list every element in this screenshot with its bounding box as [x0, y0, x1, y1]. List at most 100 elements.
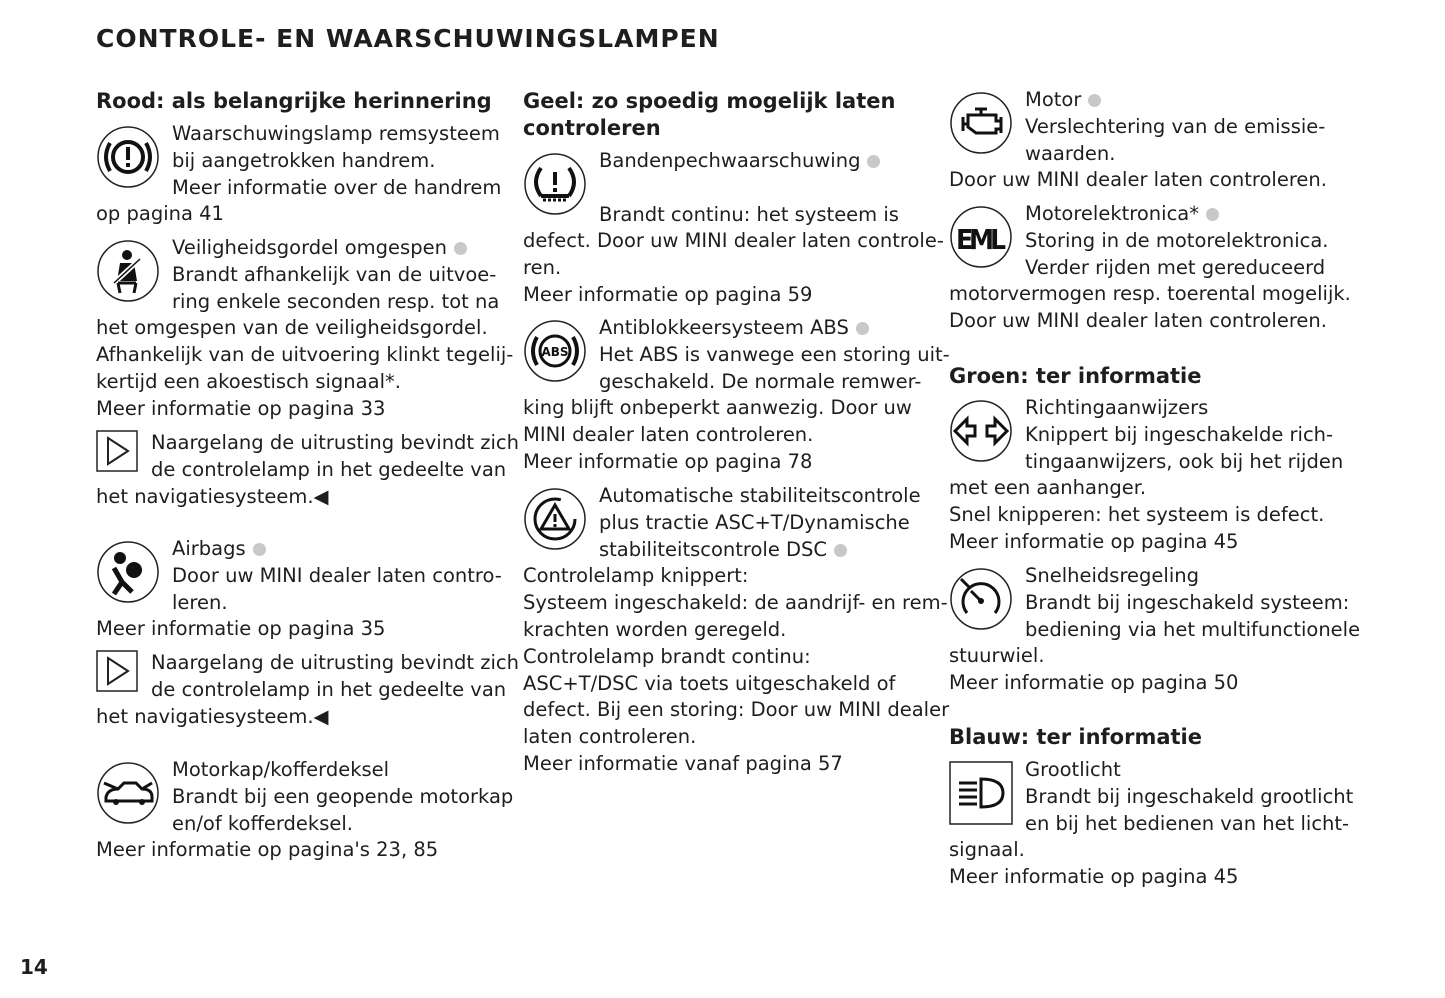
indicator-dot-icon [252, 543, 266, 556]
indicator-dot-icon [453, 242, 467, 255]
lamp-text: Door uw MINI dealer laten controleren. [949, 168, 1327, 192]
lamp-text: het omgespen van de veiligheidsgordel. [96, 316, 488, 340]
lamp-entry: Waarschuwingslamp remsysteem bij aangetro… [96, 121, 516, 228]
svg-text:ABS: ABS [541, 345, 568, 359]
lamp-text: Verslechtering van de emissie- [1025, 114, 1326, 138]
lamp-text: Meer informatie op pagina 50 [949, 671, 1239, 695]
lamp-text: waarden. [1025, 141, 1116, 165]
lamp-title: Motorkap/kofferdeksel [172, 758, 390, 781]
lamp-text: Brandt continu: het systeem is [599, 202, 899, 226]
brake-warning-icon [97, 126, 159, 188]
indicator-dot-icon [1088, 94, 1102, 107]
lamp-title: Antiblokkeersysteem ABS [599, 316, 849, 339]
lamp-entry: ABS Antiblokkeersysteem ABS Het ABS is van… [523, 315, 950, 476]
lamp-text: tingaanwijzers, ook bij het rijden [1025, 449, 1344, 473]
lamp-text: Brandt afhankelijk van de uitvoe- [172, 262, 497, 286]
cruise-control-icon [950, 568, 1012, 630]
note-triangle-icon [96, 650, 138, 692]
lamp-entry: Grootlicht Brandt bij ingeschakeld grootl… [949, 757, 1369, 891]
lamp-title: Airbags [172, 537, 246, 560]
lamp-text: defect. Bij een storing: Door uw MINI de… [523, 698, 950, 722]
high-beam-icon [949, 761, 1013, 825]
indicator-dot-icon [867, 155, 881, 168]
lamp-entry: Snelheidsregeling Brandt bij ingeschakeld… [949, 563, 1369, 697]
lamp-entry: Automatische stabiliteitscontrole plus tr… [523, 483, 949, 778]
lamp-text: ring enkele seconden resp. tot na [172, 289, 500, 313]
lamp-text: ASC+T/DSC via toets uitgeschakeld of [523, 671, 896, 695]
lamp-title: Waarschuwingslamp remsysteem [172, 122, 500, 145]
lamp-text: king blijft onbeperkt aanwezig. Door uw [523, 396, 912, 420]
lamp-entry: Motorkap/kofferdeksel Brandt bij een geop… [96, 757, 516, 864]
lamp-entry: Veiligheidsgordel omgespen Brandt afhanke… [96, 235, 516, 423]
turn-signal-icon [950, 400, 1012, 462]
lamp-title: Naargelang de uitrusting bevindt zich [151, 651, 520, 674]
airbag-icon [97, 541, 159, 603]
lamp-text: plus tractie ASC+T/Dynamische [599, 510, 910, 534]
lamp-text: MINI dealer laten controleren. [523, 423, 814, 447]
lamp-text: Verder rijden met gereduceerd [1025, 255, 1326, 279]
lamp-text: Brandt bij ingeschakeld grootlicht [1025, 784, 1354, 808]
lamp-title: Motorelektronica* [1025, 202, 1199, 225]
lamp-text: defect. Door uw MINI dealer laten contro… [523, 229, 944, 253]
lamp-text: bij aangetrokken handrem. [172, 148, 436, 172]
lamp-text: de controlelamp in het gedeelte van [151, 677, 507, 701]
lamp-text: kertijd een akoestisch signaal*. [96, 369, 401, 393]
lamp-entry: Naargelang de uitrusting bevindt zich de … [96, 430, 520, 510]
lamp-title: Grootlicht [1025, 758, 1121, 781]
lamp-entry: Airbags Door uw MINI dealer laten contro-… [96, 536, 516, 643]
lamp-text: geschakeld. De normale remwer- [599, 369, 922, 393]
lamp-text: met een aanhanger. [949, 476, 1147, 500]
heading-red: Rood: als belangrijke herinnering [96, 89, 492, 113]
lamp-title: Snelheidsregeling [1025, 564, 1199, 587]
lamp-text: bediening via het multifunctionele [1025, 617, 1361, 641]
hood-trunk-icon [97, 762, 159, 824]
lamp-text: het navigatiesysteem.◀ [96, 484, 329, 508]
lamp-text: Meer informatie vanaf pagina 57 [523, 751, 843, 775]
lamp-text: Meer informatie op pagina 59 [523, 282, 813, 306]
abs-icon: ABS [524, 320, 586, 382]
indicator-dot-icon [855, 322, 869, 335]
lamp-text: laten controleren. [523, 725, 697, 749]
lamp-text: motorvermogen resp. toerental mogelijk. [949, 282, 1351, 306]
lamp-entry: Motor Verslechtering van de emissie-waard… [949, 87, 1369, 194]
lamp-text: de controlelamp in het gedeelte van [151, 457, 507, 481]
lamp-title: Naargelang de uitrusting bevindt zich [151, 431, 520, 454]
indicator-dot-icon [1206, 208, 1219, 221]
lamp-text: het navigatiesysteem.◀ [96, 704, 329, 728]
page-number: 14 [20, 955, 48, 979]
lamp-entry: EML Motorelektronica* Storing in de motore… [949, 201, 1369, 335]
lamp-text: Snel knipperen: het systeem is defect. [949, 503, 1325, 527]
lamp-text: Systeem ingeschakeld: de aandrijf- en re… [523, 591, 948, 615]
lamp-text: Meer informatie over de handrem [172, 175, 502, 199]
indicator-dot-icon [834, 543, 848, 557]
lamp-title: Automatische stabiliteitscontrole [599, 484, 921, 507]
lamp-text: signaal. [949, 838, 1025, 862]
heading-yellow: Geel: zo spoedig mogelijk laten [523, 89, 896, 113]
lamp-text: Door uw MINI dealer laten contro- [172, 563, 502, 587]
lamp-text: Door uw MINI dealer laten controleren. [949, 309, 1327, 333]
lamp-title: Veiligheidsgordel omgespen [172, 236, 447, 259]
stability-control-icon [524, 488, 586, 550]
lamp-text: Knippert bij ingeschakelde rich- [1025, 422, 1334, 446]
lamp-entry: Bandenpechwaarschuwing Brandt continu: he… [523, 148, 944, 309]
lamp-text: Meer informatie op pagina's 23, 85 [96, 838, 439, 862]
lamp-entry: Richtingaanwijzers Knippert bij ingeschak… [949, 395, 1369, 556]
lamp-title: Bandenpechwaarschuwing [599, 149, 861, 172]
lamp-text: Meer informatie op pagina 45 [949, 529, 1239, 553]
lamp-text: Brandt bij een geopende motorkap [172, 784, 514, 808]
note-triangle-icon [96, 430, 138, 472]
eml-icon: EML [950, 206, 1012, 268]
lamp-text: stabiliteitscontrole DSC [599, 537, 828, 561]
page-title: CONTROLE- EN WAARSCHUWINGSLAMPEN [96, 24, 720, 53]
lamp-text: krachten worden geregeld. [523, 617, 787, 641]
lamp-text: Controlelamp brandt continu: [523, 644, 811, 668]
lamp-text: Controlelamp knippert: [523, 564, 749, 588]
lamp-text: Meer informatie op pagina 45 [949, 865, 1239, 889]
lamp-text: Storing in de motorelektronica. [1025, 228, 1329, 252]
seatbelt-icon [97, 240, 159, 302]
engine-icon [950, 92, 1012, 154]
lamp-text: ren. [523, 256, 562, 280]
tire-pressure-icon [524, 153, 586, 215]
lamp-text: op pagina 41 [96, 202, 224, 226]
lamp-text: Afhankelijk van de uitvoering klinkt teg… [96, 343, 514, 367]
